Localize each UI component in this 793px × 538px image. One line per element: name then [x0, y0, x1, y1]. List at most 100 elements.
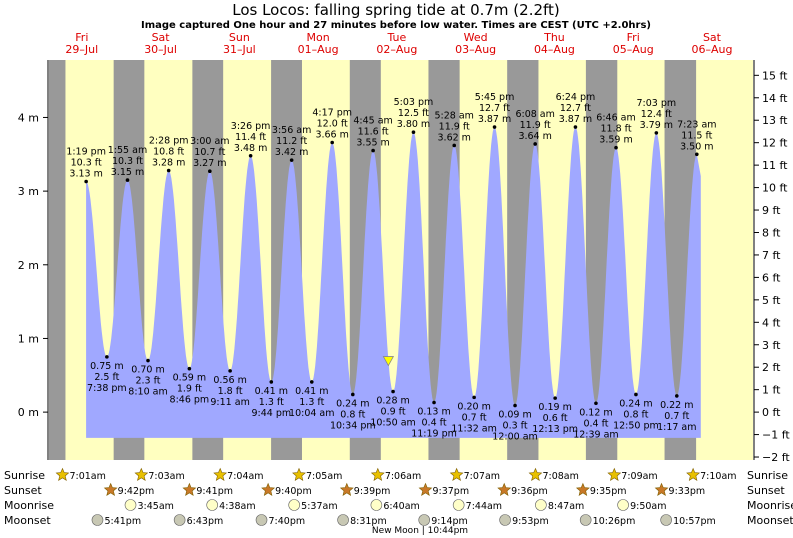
sunrise-icon: [607, 467, 622, 481]
low-tide-meters: 0.56 m: [213, 375, 246, 386]
right-tick-label: 8 ft: [762, 226, 781, 239]
high-tide-feet: 10.8 ft: [153, 146, 184, 157]
sunrise-icon: [686, 467, 701, 481]
low-tide-point: [105, 355, 109, 359]
high-tide-feet: 12.7 ft: [479, 103, 510, 114]
day-name: Fri: [627, 31, 640, 44]
high-tide-time: 1:19 pm: [66, 147, 106, 158]
moon-phase-label: New Moon | 10:44pm: [372, 526, 468, 536]
moonset-icon: [660, 514, 672, 526]
sunrise-time: 7:03am: [148, 471, 184, 482]
sunrise-time: 7:08am: [542, 471, 578, 482]
sunset-time: 9:40pm: [275, 486, 312, 497]
sunrise-icon: [213, 467, 228, 481]
high-tide-feet: 12.4 ft: [641, 109, 672, 120]
high-tide-time: 6:46 am: [596, 113, 635, 124]
moonset-icon: [418, 514, 431, 526]
high-tide-meters: 3.87 m: [559, 114, 592, 125]
high-tide-time: 3:00 am: [190, 136, 229, 147]
low-tide-time: 12:00 am: [492, 431, 537, 442]
high-tide-point: [289, 158, 294, 162]
high-tide-meters: 3.15 m: [111, 167, 144, 178]
moonset-time: 10:26pm: [593, 516, 636, 527]
high-tide-meters: 3.55 m: [356, 138, 389, 149]
moonrise-time: 7:44am: [466, 501, 502, 512]
high-tide-meters: 3.48 m: [234, 143, 267, 154]
current-tide-marker: [382, 356, 395, 367]
right-tick-label: 3 ft: [762, 339, 781, 352]
y-axis-feet: −2 ft −1 ft 0 ft 1 ft 2 ft 3 ft 4 ft 5 ft 6 ft 7 …: [753, 60, 790, 464]
high-tide-meters: 3.64 m: [518, 131, 551, 142]
moonset-icon: [173, 514, 186, 526]
low-tide-time: 12:50 pm: [613, 420, 659, 431]
high-tide-time: 3:56 am: [272, 125, 311, 136]
low-tide-meters: 0.09 m: [498, 409, 531, 420]
sunset-time: 9:41pm: [196, 486, 233, 497]
day-header-labels: Fri29–JulSat30–JulSun31–JulMon01–AugTue0…: [65, 31, 732, 56]
low-tide-point: [594, 401, 598, 406]
day-date: 29–Jul: [65, 43, 98, 56]
moonset-time: 9:14pm: [431, 516, 468, 527]
moonrise-row-label-left: Moonrise: [4, 499, 54, 512]
right-tick-label: 0 ft: [762, 406, 781, 419]
high-tide-feet: 11.4 ft: [235, 132, 266, 143]
sunrise-time: 7:07am: [464, 471, 500, 482]
sunrise-icon: [55, 467, 70, 481]
right-tick-label: 15 ft: [762, 69, 788, 82]
low-tide-point: [351, 392, 355, 397]
left-tick-label: 1 m: [18, 332, 39, 345]
low-tide-feet: 0.6 ft: [543, 413, 568, 424]
day-date: 06–Aug: [691, 43, 732, 56]
high-tide-point: [248, 153, 253, 158]
high-tide-meters: 3.80 m: [397, 119, 430, 130]
sunset-icon: [497, 482, 512, 496]
high-tide-meters: 3.62 m: [438, 132, 471, 143]
moonrise-row-label-right: Moonrise: [747, 499, 793, 512]
low-tide-meters: 0.12 m: [579, 407, 612, 418]
high-tide-point: [573, 125, 578, 129]
left-tick-label: 0 m: [18, 406, 39, 419]
high-tide-point: [452, 143, 457, 148]
sunset-time: 9:33pm: [669, 486, 706, 497]
chart-subtitle: Image captured One hour and 27 minutes b…: [141, 20, 651, 31]
sunrise-icon: [449, 467, 464, 481]
low-tide-point: [228, 369, 232, 373]
low-tide-point: [472, 395, 476, 400]
high-tide-time: 6:08 am: [515, 109, 554, 120]
high-tide-meters: 3.59 m: [599, 135, 632, 146]
low-tide-feet: 0.7 ft: [462, 412, 487, 423]
sunset-icon: [182, 482, 197, 496]
high-tide-time: 4:45 am: [353, 116, 392, 127]
left-tick-label: 2 m: [18, 259, 39, 272]
moonrise-time: 5:37am: [301, 501, 337, 512]
day-name: Sat: [152, 31, 171, 44]
low-tide-time: 1:17 am: [657, 422, 696, 433]
day-name: Tue: [386, 31, 406, 44]
sunrise-icon: [528, 467, 543, 481]
high-tide-feet: 11.2 ft: [276, 136, 307, 147]
moonrise-icon: [206, 499, 218, 511]
high-tide-feet: 11.5 ft: [681, 130, 712, 141]
low-tide-feet: 0.3 ft: [503, 420, 528, 431]
sunrise-time: 7:06am: [385, 471, 421, 482]
sunset-time: 9:35pm: [590, 486, 627, 497]
low-tide-point: [309, 380, 314, 384]
low-tide-meters: 0.70 m: [131, 365, 164, 376]
left-tick-label: 3 m: [18, 185, 39, 198]
day-name: Thu: [543, 31, 565, 44]
low-tide-time: 8:46 pm: [170, 395, 210, 406]
high-tide-time: 4:17 pm: [312, 108, 352, 119]
sunset-time: 9:36pm: [511, 486, 548, 497]
day-date: 02–Aug: [376, 43, 417, 56]
high-tide-feet: 12.7 ft: [560, 103, 591, 114]
high-tide-feet: 12.0 ft: [317, 119, 348, 130]
high-tide-meters: 3.42 m: [275, 147, 308, 158]
right-tick-label: 12 ft: [762, 137, 788, 150]
day-date: 31–Jul: [223, 43, 256, 56]
low-tide-meters: 0.13 m: [417, 407, 450, 418]
low-tide-feet: 1.9 ft: [177, 384, 202, 395]
sunset-icon: [261, 482, 276, 496]
current-tide-triangle: [382, 356, 395, 367]
high-tide-feet: 11.9 ft: [439, 121, 470, 132]
